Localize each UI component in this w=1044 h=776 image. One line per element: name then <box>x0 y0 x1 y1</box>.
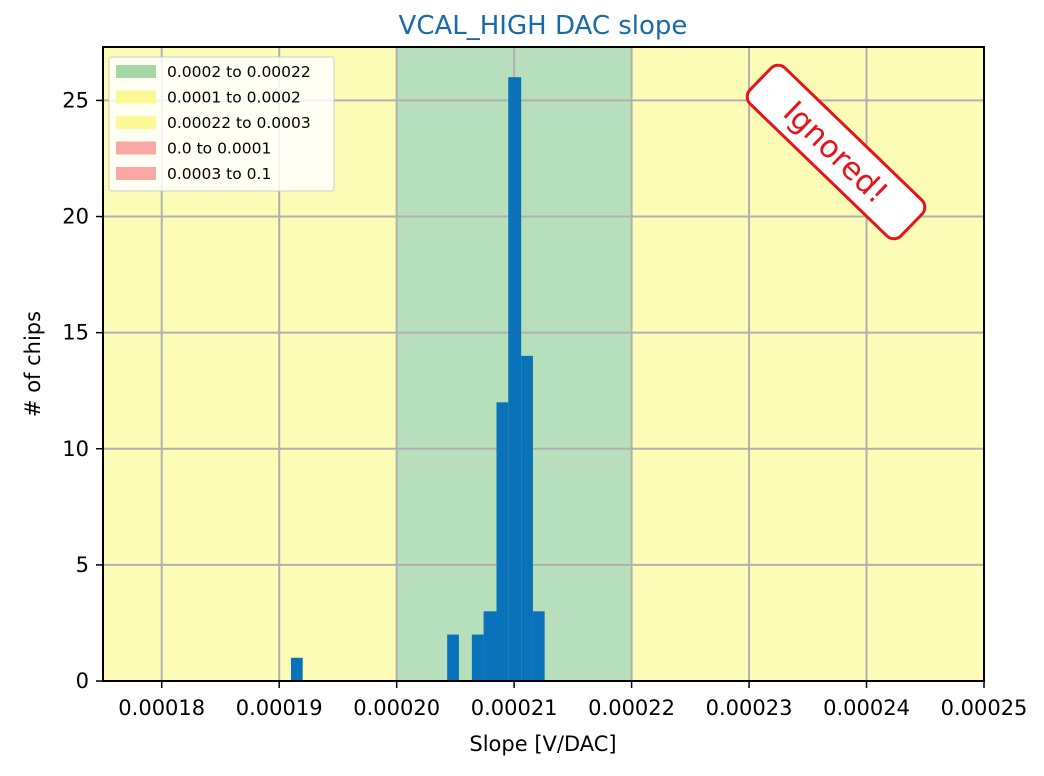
y-tick-label-0: 0 <box>76 669 89 693</box>
histogram-bars <box>290 77 545 681</box>
x-tick-label-2: 0.00020 <box>353 696 440 720</box>
histogram-bar-5 <box>508 77 522 681</box>
histogram-bar-2 <box>471 634 484 681</box>
y-tick-label-2: 10 <box>62 437 89 461</box>
legend-label-2: 0.00022 to 0.0003 <box>167 114 311 132</box>
x-tick-label-5: 0.00023 <box>706 696 793 720</box>
legend-swatch-2 <box>116 116 156 129</box>
x-tick-label-7: 0.00025 <box>941 696 1028 720</box>
legend-swatch-0 <box>116 65 156 78</box>
y-axis-ticks: 0 5 10 15 20 25 <box>62 88 103 693</box>
x-axis-ticks: 0.00018 0.00019 0.00020 0.00021 0.00022 0.000… <box>118 681 1027 720</box>
y-tick-label-3: 15 <box>62 321 89 345</box>
histogram-bar-7 <box>532 611 545 681</box>
x-tick-label-1: 0.00019 <box>236 696 323 720</box>
histogram-bar-0 <box>290 657 303 681</box>
plot-frame <box>102 46 985 682</box>
histogram-bar-4 <box>496 402 509 681</box>
legend-label-0: 0.0002 to 0.00022 <box>167 63 311 81</box>
x-tick-label-0: 0.00018 <box>118 696 205 720</box>
legend-swatch-4 <box>116 167 156 180</box>
histogram-bar-1 <box>447 634 459 681</box>
y-tick-label-1: 5 <box>76 553 89 577</box>
legend-swatch-1 <box>116 90 156 104</box>
x-tick-label-3: 0.00021 <box>471 696 558 720</box>
legend: 0.0002 to 0.00022 0.0001 to 0.0002 0.00022… <box>108 56 335 192</box>
legend-label-3: 0.0 to 0.0001 <box>167 140 271 158</box>
y-tick-label-4: 20 <box>62 205 89 229</box>
legend-swatch-3 <box>116 141 156 155</box>
x-tick-label-4: 0.00022 <box>588 696 675 720</box>
chart-title: VCAL_HIGH DAC slope <box>399 11 688 41</box>
y-axis-label: # of chips <box>21 311 45 417</box>
legend-label-4: 0.0003 to 0.1 <box>167 165 271 183</box>
legend-label-1: 0.0001 to 0.0002 <box>167 89 301 107</box>
histogram-bar-6 <box>521 355 533 681</box>
histogram-bar-3 <box>483 611 497 681</box>
x-axis-label: Slope [V/DAC] <box>469 732 616 756</box>
stamp-border <box>745 63 927 241</box>
x-tick-label-6: 0.00024 <box>823 696 910 720</box>
legend-box <box>108 56 335 192</box>
y-tick-label-5: 25 <box>62 88 89 112</box>
